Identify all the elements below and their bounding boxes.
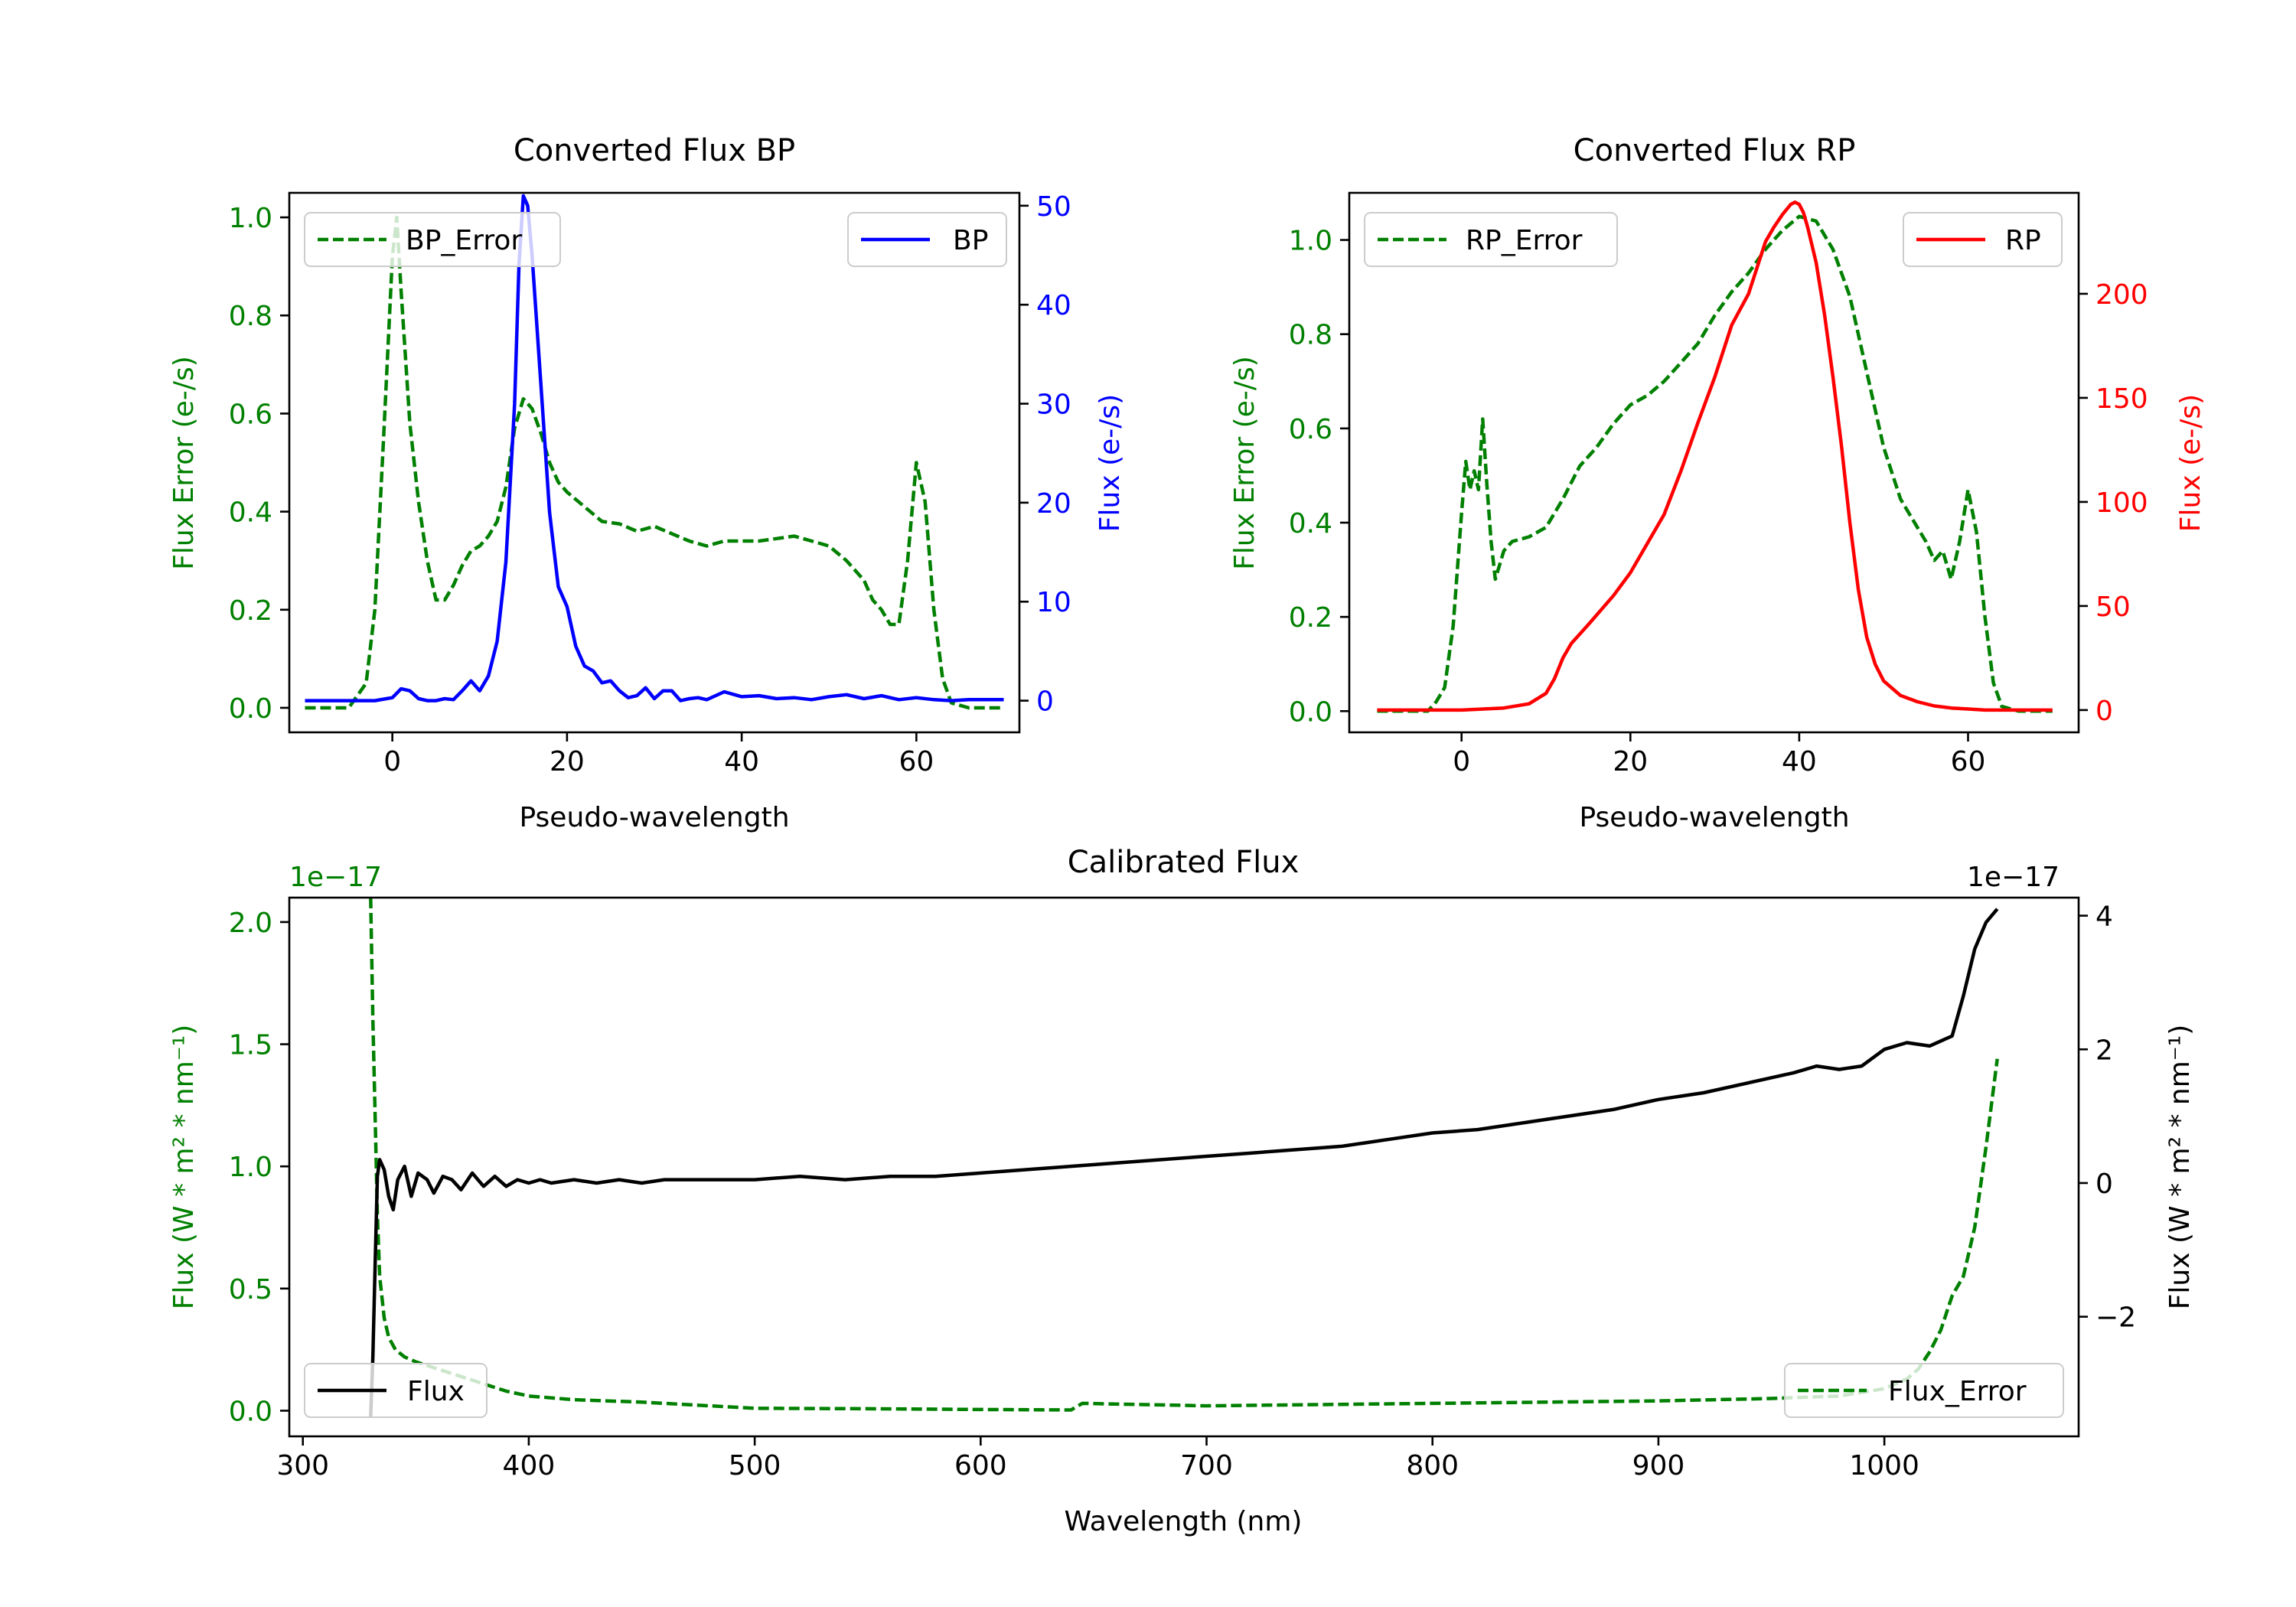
rp-title: Converted Flux RP: [1574, 133, 1856, 168]
cal-series-flux-error: [369, 897, 1999, 1412]
rp-ytick-left-label: 0.4: [1289, 508, 1332, 539]
bp-ytick-right-label: 50: [1036, 191, 1071, 223]
rp-legend-left-box: [1364, 212, 1618, 267]
cal-ylabel-right: Flux (W * m² * nm⁻¹): [2164, 1025, 2196, 1310]
panel-rp: Converted Flux RP Pseudo-wavelength Flux…: [1229, 133, 2206, 833]
bp-ytick-right-label: 20: [1036, 488, 1071, 520]
rp-ytick-right-label: 150: [2095, 383, 2148, 415]
rp-axes-frame: [1348, 191, 2080, 734]
rp-series-rp: [1377, 200, 2053, 712]
bp-ytick-right-label: 40: [1036, 290, 1071, 321]
rp-ytick-right-label: 100: [2095, 487, 2148, 519]
cal-offset-right: 1e−17: [1967, 862, 2060, 893]
bp-ytick-left-label: 0.6: [229, 399, 272, 430]
cal-xtick-label: 1000: [1849, 1450, 1919, 1482]
rp-ytick-left-label: 0.8: [1289, 320, 1332, 351]
bp-ytick-left-label: 0.8: [229, 301, 272, 332]
rp-legend-right: RP: [1903, 212, 2063, 267]
rp-ytick-right-label: 50: [2095, 592, 2131, 623]
cal-ytick-right-label: 4: [2095, 901, 2113, 933]
cal-offset-left: 1e−17: [289, 862, 382, 893]
cal-ytick-right-label: 2: [2095, 1035, 2113, 1066]
cal-ylabel-left: Flux (W * m² * nm⁻¹): [168, 1025, 200, 1310]
bp-axes-frame: [288, 191, 1021, 734]
bp-ytick-right-label: 0: [1036, 686, 1054, 718]
rp-ytick-left-label: 0.0: [1289, 696, 1332, 728]
rp-ytick-left-label: 1.0: [1289, 226, 1332, 257]
bp-legend-left: BP_Error: [304, 212, 561, 267]
bp-ytick-left-label: 0.4: [229, 497, 272, 529]
panel-calibrated: Calibrated Flux Wavelength (nm) Flux (W …: [168, 845, 2196, 1537]
rp-ytick-right-label: 200: [2095, 279, 2148, 311]
bp-ylabel-right: Flux (e-/s): [1094, 394, 1126, 532]
rp-xtick-label: 60: [1951, 746, 1986, 777]
cal-ytick-right-label: 0: [2095, 1169, 2113, 1200]
cal-xtick-label: 300: [276, 1450, 329, 1482]
rp-legend-right-label: RP: [2005, 225, 2041, 256]
rp-legend-left-label: RP_Error: [1466, 225, 1583, 256]
cal-ytick-left-label: 0.0: [229, 1396, 272, 1427]
cal-xtick-label: 700: [1180, 1450, 1233, 1482]
bp-series-bp-error: [305, 215, 1004, 710]
bp-legend-right: BP: [847, 212, 1007, 267]
bp-title: Converted Flux BP: [514, 133, 795, 168]
bp-xtick-label: 20: [550, 746, 585, 777]
bp-legend-left-label: BP_Error: [406, 225, 522, 256]
rp-ylabel-right: Flux (e-/s): [2175, 394, 2206, 532]
cal-xtick-label: 900: [1632, 1450, 1685, 1482]
bp-series-bp: [305, 194, 1004, 702]
rp-xlabel: Pseudo-wavelength: [1579, 802, 1849, 833]
cal-legend-left-label: Flux: [407, 1376, 465, 1407]
cal-legend-right-label: Flux_Error: [1888, 1376, 2027, 1407]
bp-ylabel-left: Flux Error (e-/s): [168, 356, 200, 570]
rp-ytick-left-label: 0.2: [1289, 602, 1332, 634]
cal-ytick-left-label: 0.5: [229, 1274, 272, 1305]
rp-ylabel-left: Flux Error (e-/s): [1229, 356, 1261, 570]
bp-xlabel: Pseudo-wavelength: [519, 802, 789, 833]
cal-xtick-label: 500: [729, 1450, 781, 1482]
rp-plot-area: 0 20 40 60 0.0 0.2 0.4 0.6 0.8 1.0 0 50 100 150 200: [1289, 191, 2148, 777]
cal-xtick-label: 800: [1406, 1450, 1459, 1482]
rp-xtick-label: 0: [1453, 746, 1470, 777]
rp-ytick-right-label: 0: [2095, 696, 2113, 727]
bp-legend-right-label: BP: [953, 225, 988, 256]
bp-legend-left-box: [304, 212, 561, 267]
cal-xtick-label: 400: [503, 1450, 556, 1482]
bp-xtick-label: 0: [383, 746, 401, 777]
cal-xlabel: Wavelength (nm): [1065, 1506, 1303, 1537]
cal-ytick-left-label: 2.0: [229, 908, 272, 939]
bp-ytick-right-label: 10: [1036, 587, 1071, 618]
cal-legend-right: Flux_Error: [1784, 1363, 2064, 1418]
bp-ytick-left-label: 0.0: [229, 693, 272, 725]
bp-ytick-right-label: 30: [1036, 390, 1071, 421]
cal-legend-left-box: [304, 1363, 488, 1418]
bp-ytick-left-label: 0.2: [229, 595, 272, 627]
cal-plot-area: 300 400 500 600 700 800 900 1000 0.0 0.5 1.0 1.5 2.0…: [229, 896, 2136, 1482]
bp-xtick-label: 40: [724, 746, 759, 777]
rp-series-rp-error: [1377, 214, 2053, 713]
cal-legend-right-box: [1784, 1363, 2064, 1418]
rp-legend-left: RP_Error: [1364, 212, 1618, 267]
cal-ytick-left-label: 1.5: [229, 1030, 272, 1061]
rp-xtick-label: 20: [1613, 746, 1648, 777]
bp-ytick-left-label: 1.0: [229, 203, 272, 234]
cal-ytick-right-label: −2: [2095, 1302, 2136, 1334]
rp-xtick-label: 40: [1782, 746, 1817, 777]
rp-ytick-left-label: 0.6: [1289, 414, 1332, 445]
cal-title: Calibrated Flux: [1068, 845, 1300, 880]
panel-bp: Converted Flux BP Pseudo-wavelength Flux…: [168, 133, 1126, 833]
cal-ytick-left-label: 1.0: [229, 1152, 272, 1183]
cal-legend-left: Flux: [304, 1363, 488, 1418]
cal-xtick-label: 600: [954, 1450, 1007, 1482]
cal-series-flux: [369, 908, 1999, 1417]
bp-plot-area: 0 20 40 60 0.0 0.2 0.4 0.6 0.8 1.0 0 10 20 30 40 50: [229, 191, 1071, 777]
bp-xtick-label: 60: [899, 746, 934, 777]
